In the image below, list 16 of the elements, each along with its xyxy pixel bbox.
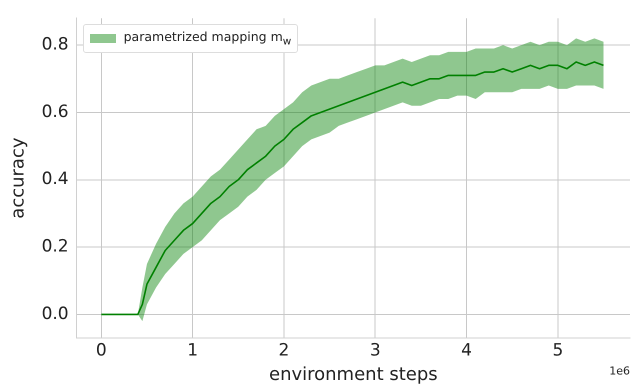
y-tick-label: 0.6 — [42, 102, 69, 122]
legend-box: parametrized mapping m$_{w}$ — [82, 24, 298, 53]
x-tick-label: 5 — [552, 340, 564, 361]
y-axis-title: accuracy — [7, 137, 28, 219]
x-tick-label: 2 — [278, 340, 290, 361]
x-tick-label: 3 — [370, 340, 381, 361]
y-tick-label: 0.0 — [42, 304, 69, 324]
legend-label: parametrized mapping m$_{w}$ — [124, 29, 292, 48]
y-tick-label: 0.8 — [42, 34, 69, 55]
text: 1e6 — [609, 364, 630, 378]
y-tick-label: 0.4 — [42, 169, 69, 190]
x-tick-label: 4 — [461, 340, 472, 361]
y-tick-label: 0.2 — [42, 236, 69, 257]
x-tick-label: 1 — [187, 340, 198, 361]
x-axis-title: environment steps — [268, 364, 438, 385]
x-tick-label: 0 — [96, 340, 107, 361]
